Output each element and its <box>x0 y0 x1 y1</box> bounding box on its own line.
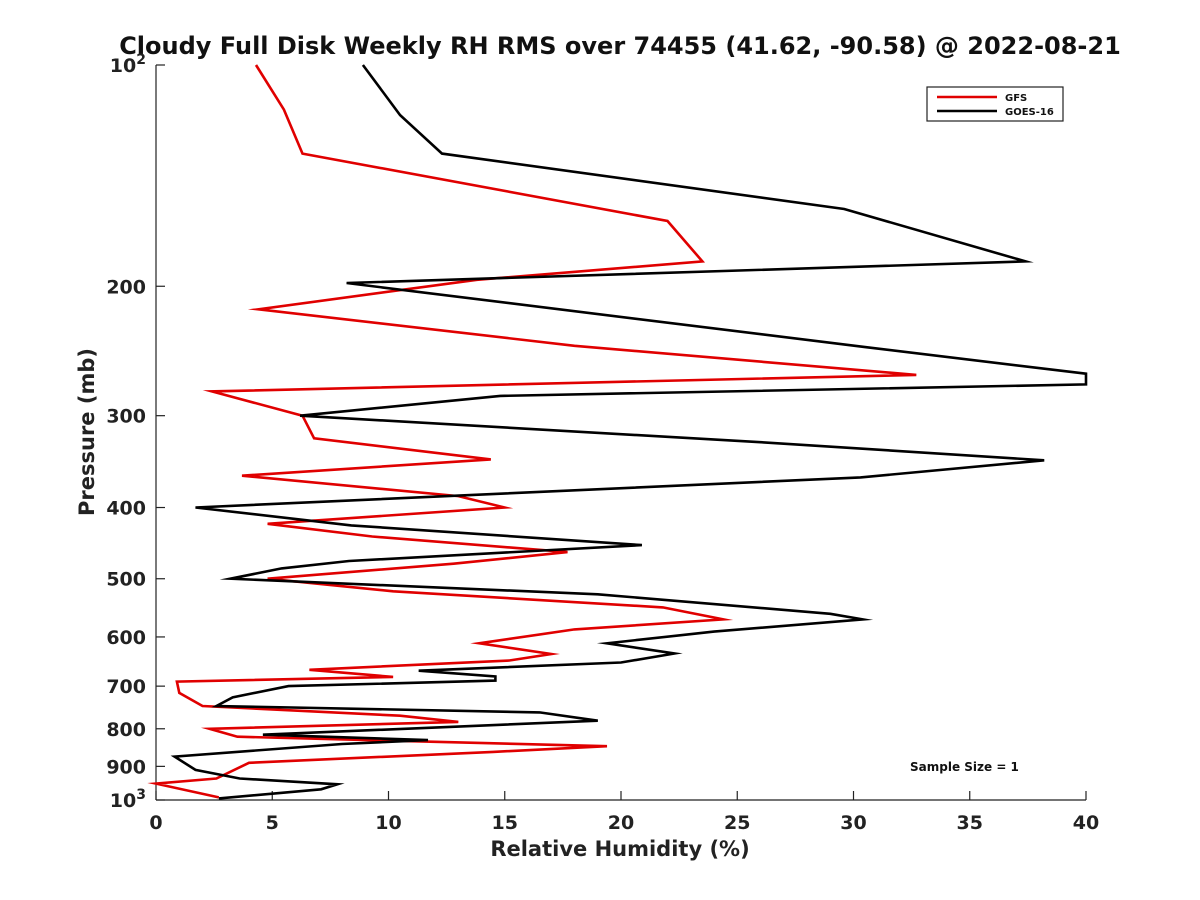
x-axis-label: Relative Humidity (%) <box>490 837 749 861</box>
x-tick-label: 20 <box>608 812 634 834</box>
x-tick-label: 25 <box>724 812 750 834</box>
y-tick-label: 900 <box>106 756 146 778</box>
y-tick-label: 500 <box>106 569 146 591</box>
y-axis-label: Pressure (mb) <box>75 348 99 516</box>
y-tick-label: 103 <box>110 787 146 812</box>
y-tick-label: 300 <box>106 406 146 428</box>
series-line-gfs <box>147 64 917 799</box>
y-tick-label: 700 <box>106 676 146 698</box>
series-line-goes-16 <box>170 64 1088 800</box>
y-tick-label: 800 <box>106 719 146 741</box>
legend: GFS GOES-16 <box>926 86 1064 122</box>
x-tick-label: 0 <box>149 812 162 834</box>
legend-label: GFS <box>1005 93 1027 104</box>
y-tick-label: 200 <box>106 276 146 298</box>
legend-label: GOES-16 <box>1005 107 1054 118</box>
x-tick-label: 40 <box>1073 812 1099 834</box>
x-tick-label: 15 <box>492 812 518 834</box>
y-tick-label: 400 <box>106 498 146 520</box>
legend-box <box>926 86 1064 122</box>
y-tick-label: 102 <box>110 52 146 77</box>
x-tick-label: 5 <box>266 812 279 834</box>
y-tick-label: 600 <box>106 627 146 649</box>
sample-size-annotation: Sample Size = 1 <box>910 760 1019 774</box>
x-tick-label: 35 <box>957 812 983 834</box>
chart-title: Cloudy Full Disk Weekly RH RMS over 7445… <box>119 32 1121 60</box>
x-tick-label: 10 <box>375 812 401 834</box>
x-tick-label: 30 <box>840 812 866 834</box>
plot-area: 0 5 10 15 20 25 30 35 40 102 200 300 400 500 600 700 800… <box>106 52 1099 834</box>
